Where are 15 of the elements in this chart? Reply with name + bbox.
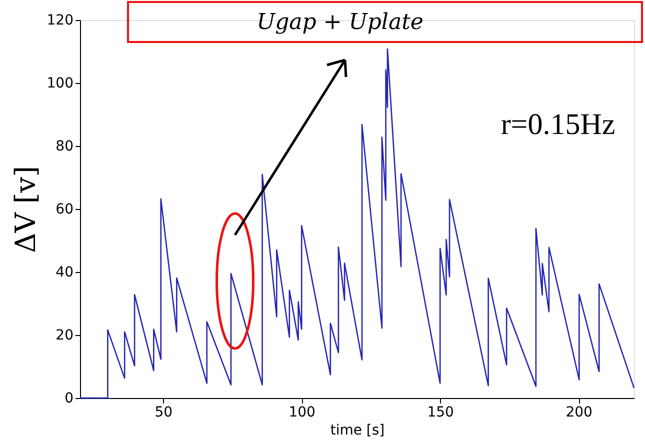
annotation: r=0.15Hz xyxy=(500,108,616,141)
y-tick-label: 0 xyxy=(64,390,74,406)
y-axis-title: ΔV [v] xyxy=(8,166,42,254)
x-axis-title: time [s] xyxy=(330,422,385,438)
y-tick-label: 20 xyxy=(56,328,74,344)
x-tick-label: 100 xyxy=(288,404,316,420)
x-tick-label: 200 xyxy=(566,404,592,420)
y-tick-label: 40 xyxy=(56,264,74,280)
y-tick-label: 120 xyxy=(46,12,74,28)
annotation: Ugap + Uplate xyxy=(256,10,424,35)
y-tick-label: 100 xyxy=(46,76,74,92)
x-tick-label: 150 xyxy=(427,404,454,420)
y-tick-label: 80 xyxy=(56,138,74,154)
y-tick-label: 60 xyxy=(56,202,74,218)
x-tick-label: 50 xyxy=(154,404,173,420)
